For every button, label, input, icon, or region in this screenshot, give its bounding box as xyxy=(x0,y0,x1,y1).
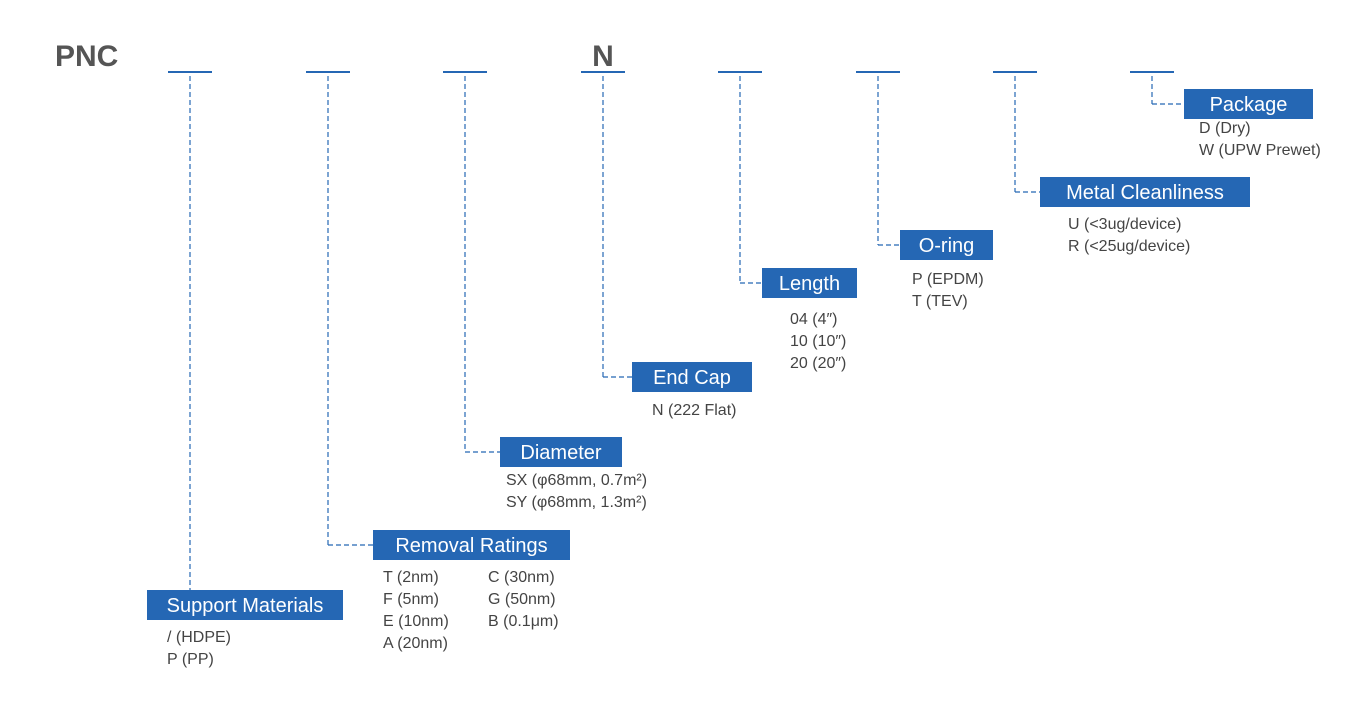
option: 04 (4″) xyxy=(790,311,837,328)
option: A (20nm) xyxy=(383,635,448,652)
option: U (<3ug/device) xyxy=(1068,216,1181,233)
option: P (PP) xyxy=(167,651,214,668)
option: G (50nm) xyxy=(488,591,556,608)
label-box xyxy=(632,362,752,392)
segment-label: Metal Cleanliness xyxy=(1066,182,1224,204)
option: R (<25ug/device) xyxy=(1068,238,1190,255)
label-box xyxy=(762,268,857,298)
option: 10 (10″) xyxy=(790,333,846,350)
option: SY (φ68mm, 1.3m²) xyxy=(506,494,647,511)
slot-code: N xyxy=(592,40,614,73)
segment-label: Package xyxy=(1210,94,1288,116)
prefix: PNC xyxy=(55,40,118,73)
segment-label: Diameter xyxy=(520,442,601,464)
option: C (30nm) xyxy=(488,569,555,586)
segment-label: Support Materials xyxy=(167,595,324,617)
label-box xyxy=(373,530,570,560)
option: SX (φ68mm, 0.7m²) xyxy=(506,472,647,489)
option: 20 (20″) xyxy=(790,355,846,372)
label-box xyxy=(500,437,622,467)
label-box xyxy=(900,230,993,260)
option: N (222 Flat) xyxy=(652,402,736,419)
segment-label: End Cap xyxy=(653,367,731,389)
option: F (5nm) xyxy=(383,591,439,608)
option: P (EPDM) xyxy=(912,271,984,288)
option: T (2nm) xyxy=(383,569,439,586)
option: D (Dry) xyxy=(1199,120,1251,137)
option: B (0.1μm) xyxy=(488,613,559,630)
segment-label: Removal Ratings xyxy=(395,535,547,557)
option: T (TEV) xyxy=(912,293,968,310)
segment-label: Length xyxy=(779,273,840,295)
option: E (10nm) xyxy=(383,613,449,630)
label-box xyxy=(147,590,343,620)
label-box xyxy=(1184,89,1313,119)
label-box xyxy=(1040,177,1250,207)
option: W (UPW Prewet) xyxy=(1199,142,1321,159)
segment-label: O-ring xyxy=(919,235,975,257)
option: / (HDPE) xyxy=(167,629,231,646)
